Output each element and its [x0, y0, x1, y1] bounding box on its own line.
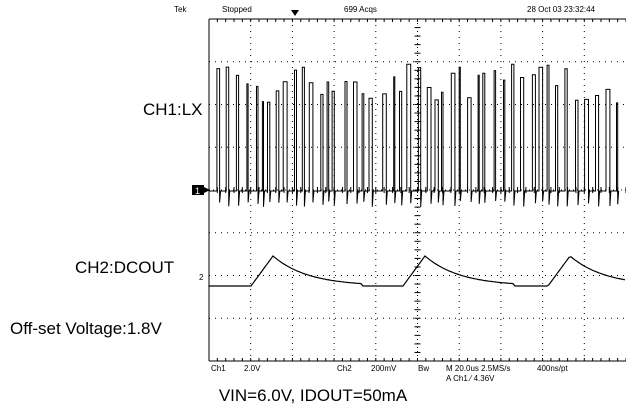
offset-voltage-label: Off-set Voltage:1.8V	[10, 319, 162, 338]
ch2-scale: 200mV	[371, 364, 397, 373]
trigger-readout: A Ch1 ⁄ 4.36V	[446, 374, 495, 383]
acquisition-state: Stopped	[222, 5, 252, 14]
resolution-readout: 400ns/pt	[537, 364, 568, 373]
ch1-scale: 2.0V	[244, 364, 261, 373]
trigger-position-icon	[291, 10, 299, 16]
ch1-waveform	[209, 63, 620, 207]
test-condition-caption: VIN=6.0V, IDOUT=50mA	[218, 386, 408, 405]
timestamp: 28 Oct 03 23:32:44	[527, 5, 596, 14]
ch1-name: Ch1	[211, 364, 226, 373]
acquisition-count: 699 Acqs	[344, 5, 377, 14]
ch2-label: CH2:DCOUT	[75, 258, 175, 277]
ch1-marker-label: 1	[195, 186, 200, 196]
ch1-arrow-icon	[204, 187, 210, 193]
graticule-ticks	[208, 18, 626, 361]
ch2-marker-label: 2	[199, 273, 204, 282]
ch1-ground-marker	[192, 185, 204, 195]
ch2-name: Ch2	[337, 364, 352, 373]
bandwidth-limit: Bw	[418, 364, 430, 373]
ch1-label: CH1:LX	[143, 100, 203, 119]
timebase-readout: M 20.0us 2.5MS/s	[446, 364, 511, 373]
brand-label: Tek	[174, 5, 187, 14]
ch2-waveform	[208, 255, 626, 287]
